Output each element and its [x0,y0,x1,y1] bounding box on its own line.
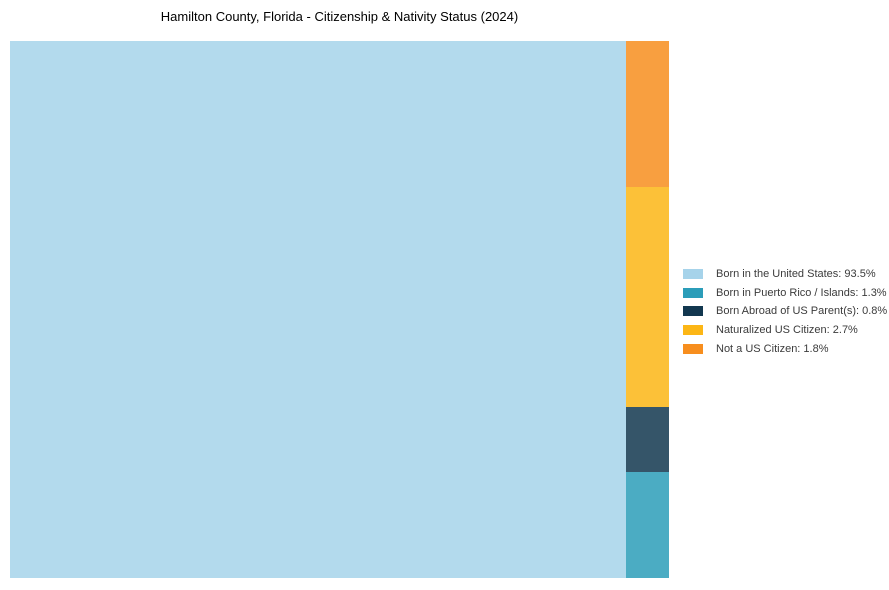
treemap-tile-not-a-us-citizen [625,41,669,188]
legend-swatch-born-in-puerto-rico-islands [683,287,703,298]
legend-swatch-not-a-us-citizen [683,343,703,354]
legend-item-born-in-puerto-rico-islands: Born in Puerto Rico / Islands: 1.3% [683,284,887,303]
legend-item-naturalized-us-citizen: Naturalized US Citizen: 2.7% [683,321,887,340]
treemap-tile-naturalized-us-citizen [625,187,669,408]
legend-swatch-naturalized-us-citizen [683,325,703,336]
treemap-plot [10,41,669,578]
legend-swatch-born-abroad-of-us-parent-s [683,306,703,317]
treemap-tile-born-in-the-united-states [10,41,626,578]
legend-item-not-a-us-citizen: Not a US Citizen: 1.8% [683,339,887,358]
legend: Born in the United States: 93.5% Born in … [683,265,887,358]
legend-label: Naturalized US Citizen: 2.7% [716,324,858,337]
legend-item-born-in-the-united-states: Born in the United States: 93.5% [683,265,887,284]
legend-label: Born Abroad of US Parent(s): 0.8% [716,305,888,318]
treemap-tile-born-in-puerto-rico-islands [625,472,669,578]
legend-swatch-born-in-the-united-states [683,269,703,280]
legend-label: Born in Puerto Rico / Islands: 1.3% [716,286,887,299]
legend-label: Not a US Citizen: 1.8% [716,342,829,355]
chart-title: Hamilton County, Florida - Citizenship &… [160,9,519,24]
treemap-tile-born-abroad-of-us-parent-s [625,407,669,473]
legend-item-born-abroad-of-us-parent-s: Born Abroad of US Parent(s): 0.8% [683,302,887,321]
legend-label: Born in the United States: 93.5% [716,268,876,281]
